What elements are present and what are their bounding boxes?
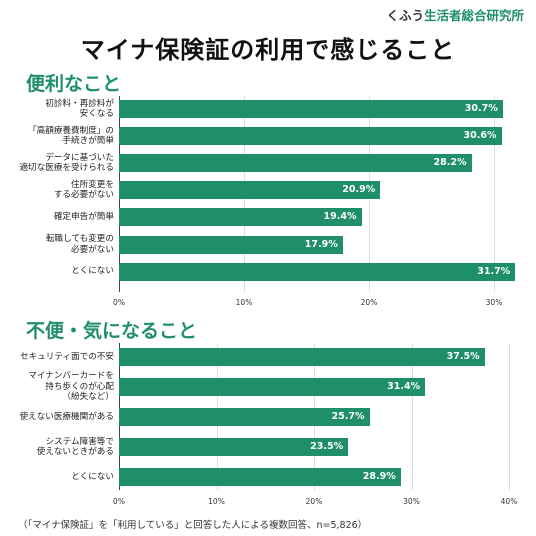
- category-label: とくにない: [71, 266, 114, 277]
- bar-value-label: 20.9%: [342, 184, 376, 196]
- x-tick-label: 20%: [305, 497, 323, 506]
- brand-suffix: 生活者総合研究所: [423, 8, 524, 23]
- bar-value-label: 30.7%: [464, 103, 498, 114]
- grid-line: [509, 343, 510, 490]
- category-label: 初診料・再診料が 安くなる: [45, 98, 114, 120]
- category-label: セキュリティ面での不安: [19, 351, 114, 362]
- category-label: とくにない: [71, 471, 114, 482]
- x-tick-label: 10%: [235, 298, 253, 307]
- bar: [119, 181, 381, 200]
- bar: [119, 154, 472, 173]
- category-label: 「高額療養費制度」の 手続きが簡単: [28, 125, 114, 147]
- bar: [119, 348, 485, 366]
- category-label: 転職しても変更の 必要がない: [45, 234, 114, 255]
- x-tick-label: 0%: [113, 497, 125, 506]
- bar: [119, 408, 370, 426]
- category-label: 使えない医療機関がある: [19, 411, 114, 422]
- bar: [119, 127, 502, 146]
- bar: [119, 262, 516, 281]
- bar-value-label: 28.9%: [362, 471, 396, 482]
- category-label: マイナンバーカードを 持ち歩くのが心配 （紛失など）: [28, 371, 114, 403]
- bar-value-label: 19.4%: [323, 211, 357, 223]
- category-label: システム障害等で 使えないときがある: [36, 436, 114, 458]
- bar: [119, 235, 343, 254]
- grid-line: [494, 96, 495, 292]
- page-title: マイナ保険証の利用で感じること: [80, 36, 456, 64]
- bar: [119, 100, 503, 118]
- x-tick-label: 20%: [360, 298, 378, 307]
- bar-value-label: 28.2%: [433, 157, 467, 169]
- bar-value-label: 31.7%: [477, 265, 511, 277]
- bar-value-label: 17.9%: [304, 238, 338, 250]
- brand-logo: くふう生活者総合研究所: [386, 5, 524, 24]
- x-tick-label: 30%: [403, 497, 420, 506]
- category-label: データに基づいた 適切な医療を受けられる: [19, 152, 114, 174]
- category-label: 確定申告が簡単: [53, 212, 114, 223]
- brand-name: くふう: [386, 8, 424, 23]
- x-tick-label: 10%: [208, 497, 225, 506]
- bar: [119, 438, 349, 456]
- bar: [119, 208, 362, 227]
- category-label: 住所変更を する必要がない: [53, 179, 114, 201]
- section-title-convenient: 便利なこと: [26, 73, 122, 95]
- bar-value-label: 23.5%: [310, 441, 344, 452]
- section-title-inconvenient: 不便・気になること: [26, 320, 198, 342]
- x-tick-label: 30%: [485, 298, 503, 307]
- grid-line: [411, 343, 413, 490]
- x-tick-label: 40%: [500, 497, 518, 506]
- bar-value-label: 25.7%: [331, 411, 365, 422]
- x-tick-label: 0%: [113, 298, 125, 307]
- bar-value-label: 30.6%: [463, 130, 497, 142]
- footnote: （「マイナ保険証」を「利用している」と回答した人による複数回答、n=5,826）: [18, 520, 368, 531]
- bar-value-label: 37.5%: [446, 351, 480, 362]
- bar: [119, 378, 426, 396]
- bar-value-label: 31.4%: [387, 381, 421, 392]
- bar: [119, 468, 401, 486]
